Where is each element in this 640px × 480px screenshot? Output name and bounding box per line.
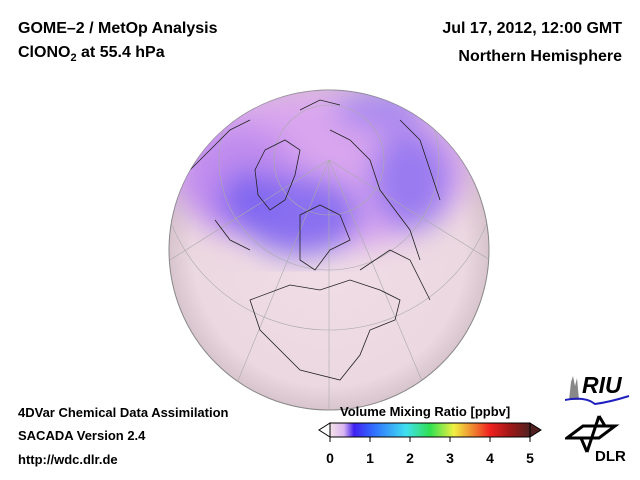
dlr-logo: DLR	[565, 414, 630, 474]
colorbar-tick-5: 5	[526, 450, 534, 466]
riu-logo-text: RIU	[582, 372, 622, 398]
riu-logo-graphic	[565, 376, 630, 406]
colorbar-tick-4: 4	[486, 450, 494, 466]
colorbar	[318, 422, 542, 442]
pressure-level: at 55.4 hPa	[76, 44, 165, 61]
graticule	[169, 90, 489, 410]
footer-line1: 4DVar Chemical Data Assimilation	[18, 405, 229, 420]
coastlines	[189, 99, 441, 381]
colorbar-max-arrow	[529, 422, 542, 438]
dlr-logo-graphic	[565, 415, 620, 453]
footer-line2: SACADA Version 2.4	[18, 428, 146, 443]
colorbar-title: Volume Mixing Ratio [ppbv]	[340, 404, 511, 419]
footer-url: http://wdc.dlr.de	[18, 452, 118, 467]
colorbar-min-arrow	[318, 422, 331, 438]
colorbar-gradient	[329, 422, 531, 438]
colorbar-tick-0: 0	[326, 450, 334, 466]
dlr-logo-text: DLR	[595, 448, 626, 465]
colorbar-ticks	[329, 437, 531, 442]
colorbar-tick-1: 1	[366, 450, 374, 466]
riu-logo: RIU	[565, 372, 630, 406]
species-subscript: 2	[70, 52, 77, 65]
region-label: Northern Hemisphere	[458, 48, 622, 65]
title-line2: ClONO2 at 55.4 hPa	[18, 44, 165, 64]
species-name: ClONO	[18, 44, 71, 61]
colorbar-tick-2: 2	[406, 450, 414, 466]
colorbar-tick-3: 3	[446, 450, 454, 466]
title-line1: GOME–2 / MetOp Analysis	[18, 20, 218, 37]
date-label: Jul 17, 2012, 12:00 GMT	[442, 20, 622, 37]
